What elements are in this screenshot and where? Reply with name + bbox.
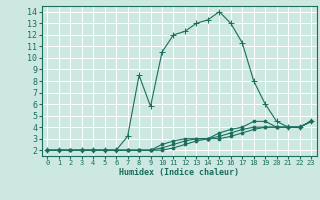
X-axis label: Humidex (Indice chaleur): Humidex (Indice chaleur) xyxy=(119,168,239,177)
